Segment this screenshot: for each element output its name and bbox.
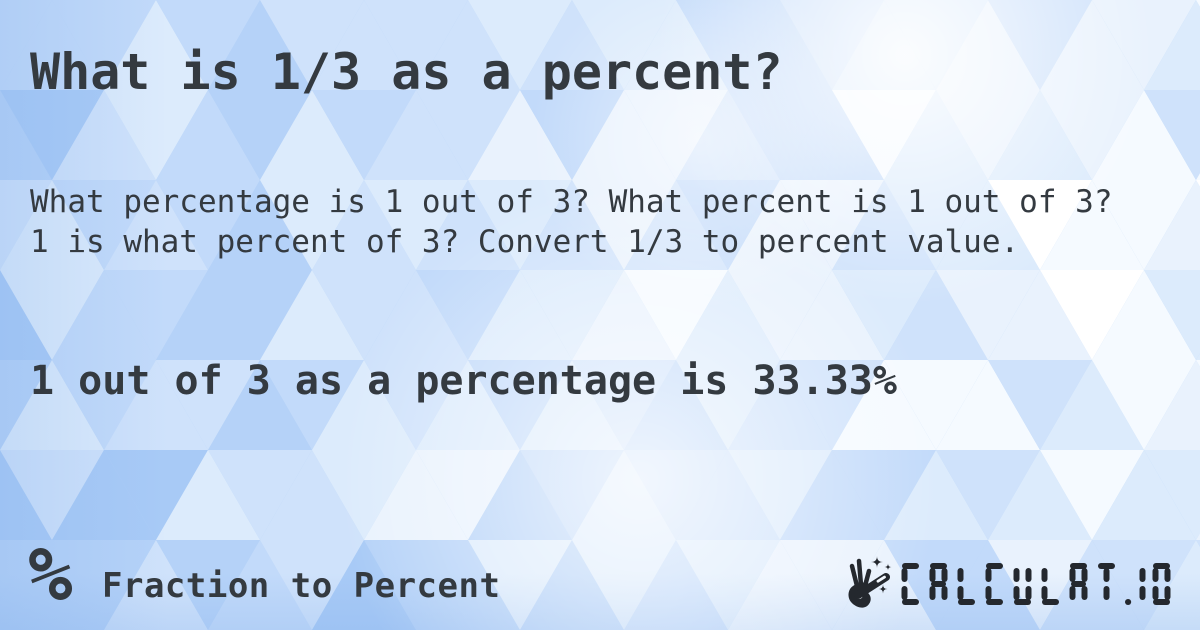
- percent-icon: %: [28, 532, 73, 618]
- magic-wand-hand-icon: [848, 556, 892, 608]
- description-text: What percentage is 1 out of 3? What perc…: [30, 184, 1132, 260]
- page-title: What is 1/3 as a percent?: [30, 43, 783, 101]
- category-label: Fraction to Percent: [102, 566, 501, 606]
- result-heading: 1 out of 3 as a percentage is 33.33%: [30, 358, 897, 404]
- calculatio-logo: [846, 552, 1174, 616]
- logo-text: [901, 563, 1171, 605]
